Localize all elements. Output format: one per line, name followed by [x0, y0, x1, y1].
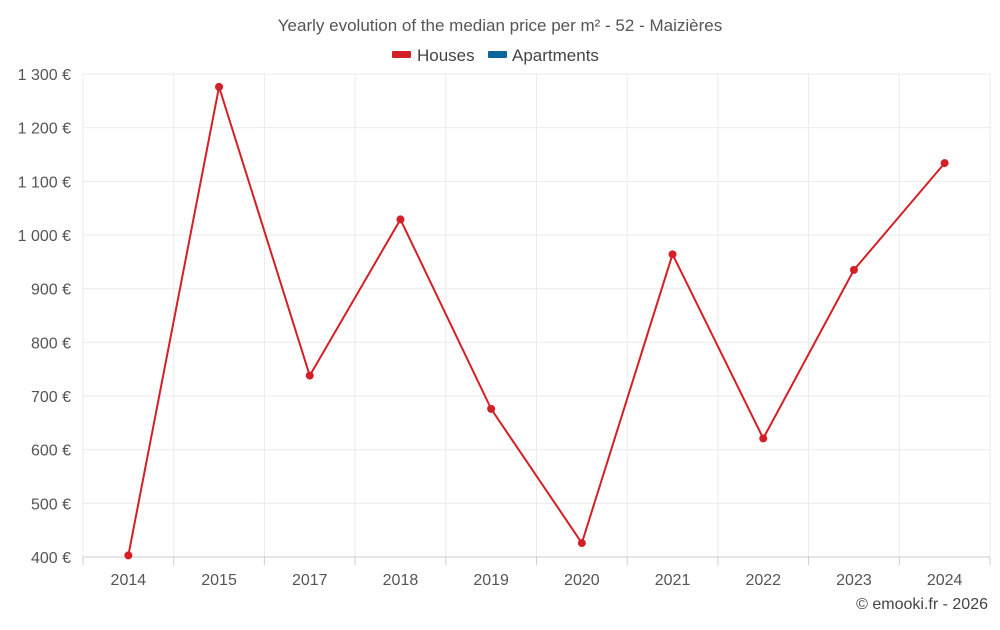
data-point — [849, 265, 858, 274]
y-tick-label: 400 € — [31, 550, 71, 567]
y-tick-label: 800 € — [31, 335, 71, 352]
legend-label: Apartments — [512, 46, 599, 65]
x-tick-label: 2022 — [745, 572, 781, 589]
legend-label: Houses — [417, 46, 475, 65]
x-tick-label: 2021 — [655, 572, 691, 589]
data-point — [487, 404, 496, 413]
y-tick-label: 1 100 € — [18, 174, 71, 191]
x-tick-label: 2014 — [111, 572, 147, 589]
x-tick-label: 2017 — [292, 572, 328, 589]
legend: Houses Apartments — [392, 46, 599, 65]
y-tick-label: 900 € — [31, 282, 71, 299]
x-tick-label: 2023 — [836, 572, 872, 589]
data-point — [668, 250, 677, 259]
data-point — [305, 371, 314, 380]
y-axis: 400 € 500 € 600 € 700 € 800 € 900 € 1 000 € 1 1… — [18, 67, 71, 567]
credit-text: © emooki.fr - 2026 — [856, 596, 988, 613]
data-point — [124, 551, 133, 560]
grid — [82, 73, 991, 557]
data-point — [577, 539, 586, 548]
legend-swatch — [488, 51, 507, 58]
data-point — [759, 434, 768, 443]
data-point — [396, 215, 405, 224]
x-tick-label: 2015 — [201, 572, 237, 589]
series-layer — [124, 82, 949, 560]
x-tick-label: 2018 — [383, 572, 419, 589]
y-tick-label: 1 200 € — [18, 121, 71, 138]
chart-title: Yearly evolution of the median price per… — [278, 16, 722, 35]
data-point — [215, 82, 224, 91]
y-tick-label: 500 € — [31, 496, 71, 513]
legend-swatch — [392, 51, 411, 58]
x-axis: 2014 2015 2017 2018 2019 2020 2021 2022 2023 2024 — [82, 556, 991, 589]
series-line — [127, 85, 946, 556]
y-tick-label: 1 300 € — [18, 67, 71, 84]
x-tick-label: 2020 — [564, 572, 600, 589]
y-tick-label: 1 000 € — [18, 228, 71, 245]
data-point — [940, 159, 949, 168]
x-tick-label: 2019 — [473, 572, 509, 589]
y-tick-label: 700 € — [31, 389, 71, 406]
x-tick-label: 2024 — [927, 572, 963, 589]
y-tick-label: 600 € — [31, 443, 71, 460]
